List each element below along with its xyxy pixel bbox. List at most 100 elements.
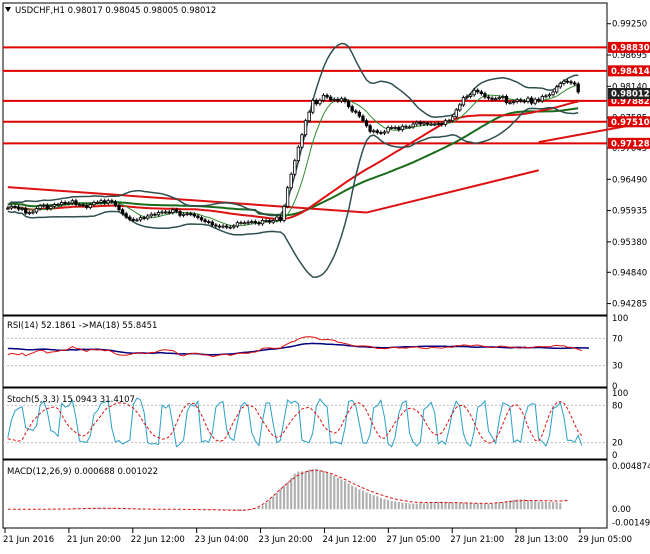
candle-body bbox=[56, 204, 60, 207]
symbol-header: USDCHF,H1 0.98017 0.98045 0.98005 0.9801… bbox=[15, 6, 216, 16]
candle-body bbox=[70, 200, 75, 204]
rsi-lines bbox=[3, 336, 607, 367]
candle-body bbox=[203, 219, 207, 222]
candle-body bbox=[124, 213, 128, 218]
candle-body bbox=[357, 111, 362, 117]
candle-body bbox=[42, 204, 46, 207]
candle-body bbox=[38, 205, 42, 209]
candle-body bbox=[458, 104, 462, 111]
candle-body bbox=[178, 211, 182, 216]
candle-body bbox=[468, 94, 473, 97]
stoch-tick-label: 80 bbox=[612, 401, 623, 411]
stoch-panel[interactable]: Stoch(5,3,3) 15.0943 31.4107 bbox=[2, 387, 608, 460]
candle-body bbox=[163, 211, 168, 214]
candle-body bbox=[497, 97, 501, 100]
candle-body bbox=[9, 205, 14, 209]
candle-body bbox=[31, 211, 35, 214]
candle-body bbox=[16, 206, 21, 210]
candle-body bbox=[350, 106, 354, 112]
time-tick-label: 27 Jun 21:00 bbox=[450, 535, 504, 545]
candle-body bbox=[476, 89, 480, 93]
rsi-ma-line bbox=[7, 342, 590, 356]
candle-body bbox=[20, 208, 24, 211]
candle-body bbox=[558, 83, 562, 88]
candle-body bbox=[465, 96, 469, 98]
rsi-tick-label: 70 bbox=[612, 334, 623, 344]
candle-body bbox=[339, 98, 344, 102]
price-tick-label: 0.98695 bbox=[612, 51, 647, 61]
collapse-arrow-icon[interactable] bbox=[5, 7, 11, 12]
candle-body bbox=[522, 100, 527, 103]
level-price-box bbox=[608, 41, 650, 53]
candle-body bbox=[361, 115, 365, 122]
candle-body bbox=[27, 212, 31, 214]
candle-body bbox=[189, 213, 193, 216]
candle-body bbox=[239, 222, 243, 225]
candle-body bbox=[515, 99, 519, 102]
candle-body bbox=[135, 219, 139, 222]
candle-body bbox=[113, 201, 118, 206]
candle-body bbox=[285, 187, 290, 207]
candle-body bbox=[63, 201, 67, 204]
candle-body bbox=[551, 91, 555, 96]
candle-body bbox=[257, 222, 261, 225]
candle-body bbox=[45, 204, 49, 210]
candle-body bbox=[92, 201, 96, 206]
candle-body bbox=[332, 98, 336, 101]
candle-body bbox=[519, 99, 523, 102]
candle-body bbox=[106, 200, 110, 204]
candle-body bbox=[379, 132, 383, 134]
candle-body bbox=[67, 202, 71, 205]
candle-body bbox=[88, 204, 92, 208]
price-tick-label: 0.95380 bbox=[612, 238, 647, 248]
price-tick-label: 0.98140 bbox=[612, 82, 647, 92]
level-price-tag: 0.98830 bbox=[608, 41, 650, 53]
candle-body bbox=[336, 98, 340, 102]
candle-body bbox=[404, 125, 408, 128]
level-price-label: 0.97128 bbox=[611, 139, 650, 149]
candle-body bbox=[544, 95, 548, 98]
candle-body bbox=[181, 213, 186, 216]
candle-body bbox=[264, 220, 268, 222]
candle-body bbox=[117, 204, 121, 211]
time-axis: 21 Jun 2016 21 Jun 20:00 22 Jun 12:00 23 Ju… bbox=[3, 528, 632, 545]
stoch-tick-label: 100 bbox=[612, 389, 628, 399]
level-price-label: 0.98414 bbox=[611, 67, 650, 77]
candle-body bbox=[440, 123, 444, 126]
rsi-line bbox=[7, 336, 582, 358]
rsi-tick-label: 100 bbox=[612, 314, 628, 324]
candle-body bbox=[526, 97, 530, 102]
candle-body bbox=[490, 97, 494, 100]
bollinger-lower-line bbox=[7, 106, 579, 278]
candle-body bbox=[142, 217, 146, 220]
stoch-main-line bbox=[7, 397, 583, 448]
price-tick-label: 0.94285 bbox=[612, 300, 647, 310]
trend-line-2 bbox=[538, 120, 650, 144]
rsi-title: RSI(14) 52.1861 ->MA(18) 55.8451 bbox=[7, 321, 157, 331]
rsi-panel[interactable]: RSI(14) 52.1861 ->MA(18) 55.8451 bbox=[2, 315, 608, 388]
candle-body bbox=[547, 94, 552, 97]
price-tick-label: 0.96490 bbox=[612, 175, 647, 185]
candle-body bbox=[565, 80, 570, 83]
price-panel[interactable]: USDCHF,H1 0.98017 0.98045 0.98005 0.9801… bbox=[2, 2, 650, 316]
candle-body bbox=[167, 211, 171, 214]
candle-body bbox=[472, 89, 476, 96]
stoch-signal-line bbox=[7, 401, 583, 444]
candle-body bbox=[171, 209, 175, 213]
level-price-tag: 0.98414 bbox=[608, 65, 650, 77]
candle-body bbox=[479, 91, 483, 95]
rsi-axis: 100 70 30 0 bbox=[612, 314, 628, 392]
candle-body bbox=[429, 123, 433, 126]
candle-body bbox=[483, 93, 487, 98]
candle-body bbox=[214, 224, 218, 227]
candle-body bbox=[400, 125, 405, 131]
candle-body bbox=[271, 220, 275, 223]
candle-body bbox=[24, 208, 28, 214]
candle-body bbox=[562, 80, 566, 84]
candle-body bbox=[375, 130, 379, 133]
candle-body bbox=[260, 220, 265, 225]
macd-panel[interactable]: MACD(12,26,9) 0.000688 0.001022 bbox=[2, 459, 608, 529]
